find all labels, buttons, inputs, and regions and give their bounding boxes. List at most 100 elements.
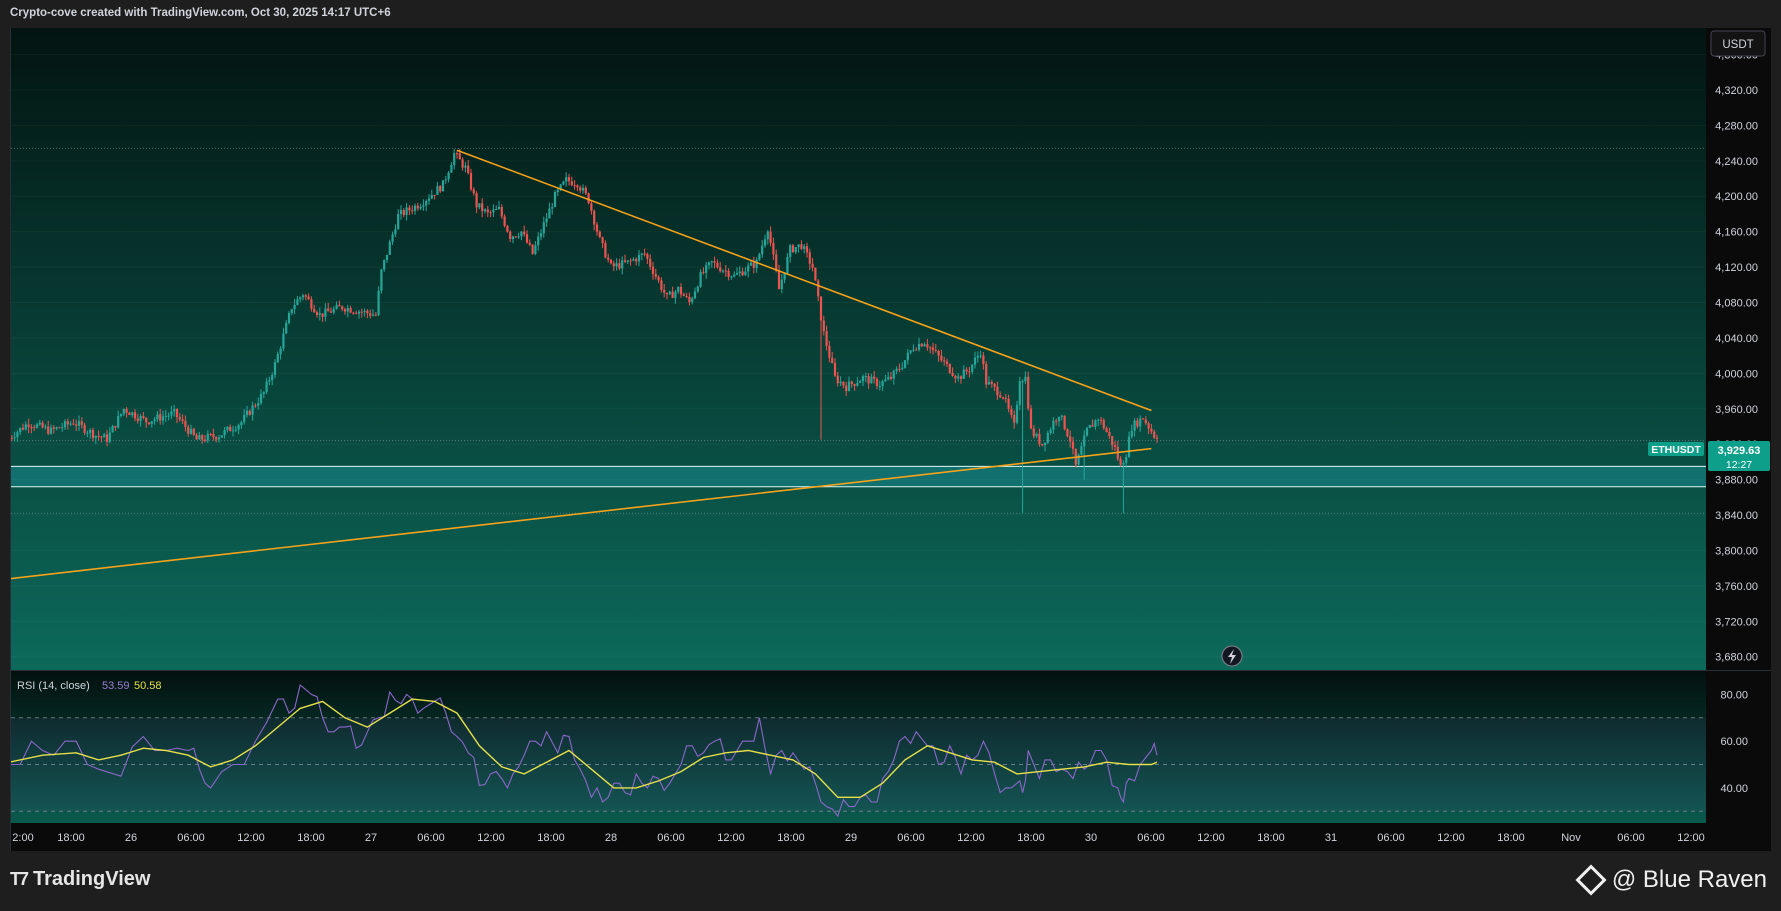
rsi-title: RSI (14, close): [17, 680, 90, 692]
support-zone[interactable]: [11, 466, 1706, 487]
candle: [1024, 371, 1027, 384]
candle: [49, 424, 53, 436]
candle: [839, 376, 842, 387]
candle: [159, 408, 162, 425]
candle: [335, 301, 338, 310]
time-tick-label: 18:00: [297, 832, 325, 844]
candle: [707, 261, 711, 270]
candle: [954, 374, 957, 384]
rsi-axis[interactable]: 80.00 60.00 40.00: [1720, 689, 1748, 795]
candle: [864, 372, 867, 383]
time-tick-label: 18:00: [777, 832, 805, 844]
candle: [237, 423, 240, 435]
trendline[interactable]: [8, 447, 1152, 580]
time-tick-label: 12:00: [237, 832, 265, 844]
candle: [587, 192, 590, 205]
tradingview-logo[interactable]: T7 TradingView: [10, 868, 150, 891]
candle: [901, 362, 904, 371]
candle: [419, 203, 422, 210]
lightning-bolt-icon[interactable]: [1221, 645, 1243, 667]
candle: [962, 365, 965, 379]
candle: [945, 358, 949, 368]
candle: [937, 349, 940, 362]
candle: [691, 296, 694, 305]
candle: [1130, 424, 1133, 439]
candle: [500, 204, 503, 219]
candle: [299, 296, 302, 303]
candle: [279, 346, 282, 360]
time-tick-label: 27: [365, 832, 377, 844]
candle: [91, 427, 95, 442]
trendline[interactable]: [456, 149, 1152, 412]
tradingview-brand-text: TradingView: [33, 868, 151, 890]
candle: [444, 175, 447, 185]
time-tick-label: 2:00: [12, 832, 33, 844]
candle: [478, 203, 481, 210]
candle: [212, 428, 215, 441]
trendline-layer[interactable]: [8, 149, 1152, 580]
candle: [52, 425, 55, 434]
candle: [184, 415, 187, 432]
candle: [965, 367, 968, 375]
time-tick-label: 18:00: [1257, 832, 1285, 844]
candle: [268, 376, 271, 386]
time-tick-label: 06:00: [417, 832, 445, 844]
candle: [10, 435, 13, 441]
candle: [511, 235, 515, 244]
candle: [968, 366, 971, 378]
candle: [58, 426, 61, 429]
candle: [601, 236, 604, 249]
candle: [273, 359, 277, 379]
candle: [1119, 456, 1122, 467]
candle: [957, 373, 960, 382]
price-tick-label: 3,840.00: [1715, 510, 1758, 522]
candle: [926, 338, 929, 351]
candle: [189, 424, 193, 435]
candle: [371, 309, 375, 317]
candle: [755, 257, 758, 273]
price-axis[interactable]: 4,360.004,320.004,280.004,240.004,200.00…: [1715, 50, 1758, 664]
candle: [982, 352, 985, 370]
candle: [609, 258, 613, 265]
candle: [556, 188, 559, 197]
candle: [145, 417, 148, 428]
candle: [388, 239, 391, 256]
candle: [416, 202, 419, 211]
candle: [483, 208, 487, 214]
candle: [464, 162, 467, 173]
candle: [1125, 454, 1128, 468]
candle: [514, 235, 517, 238]
candle: [318, 307, 321, 321]
candle: [338, 300, 341, 307]
candle: [875, 377, 879, 390]
candle: [542, 216, 545, 238]
candle: [607, 253, 610, 263]
price-tick-label: 4,240.00: [1715, 156, 1758, 168]
time-axis[interactable]: 2:00 18:00 26 06:00 12:00 18:00 27 06:00 12:00 18…: [12, 832, 1704, 844]
currency-selector[interactable]: USDT: [1710, 30, 1766, 57]
chart-canvas[interactable]: 4,360.004,320.004,280.004,240.004,200.00…: [7, 28, 1771, 851]
rsi-legend[interactable]: RSI (14, close) 53.59 50.58: [17, 680, 162, 692]
time-tick-label: 06:00: [1377, 832, 1405, 844]
candle: [1041, 443, 1044, 447]
price-tick-label: 4,120.00: [1715, 262, 1758, 274]
candle: [425, 199, 428, 212]
rsi-ma-value: 50.58: [134, 680, 162, 692]
candle: [595, 222, 599, 236]
candle: [265, 377, 268, 395]
time-tick-label: 12:00: [1677, 832, 1705, 844]
candle: [766, 229, 769, 245]
candle: [139, 413, 142, 427]
candle: [75, 419, 78, 432]
candle: [1057, 416, 1061, 427]
candle: [243, 409, 246, 425]
candle: [859, 379, 862, 384]
candle: [150, 421, 153, 428]
candle: [366, 309, 369, 319]
candle: [682, 292, 685, 297]
candle: [472, 187, 475, 196]
candle: [357, 309, 361, 319]
chart-header-caption: Crypto-cove created with TradingView.com…: [10, 7, 391, 19]
candle: [360, 308, 363, 318]
